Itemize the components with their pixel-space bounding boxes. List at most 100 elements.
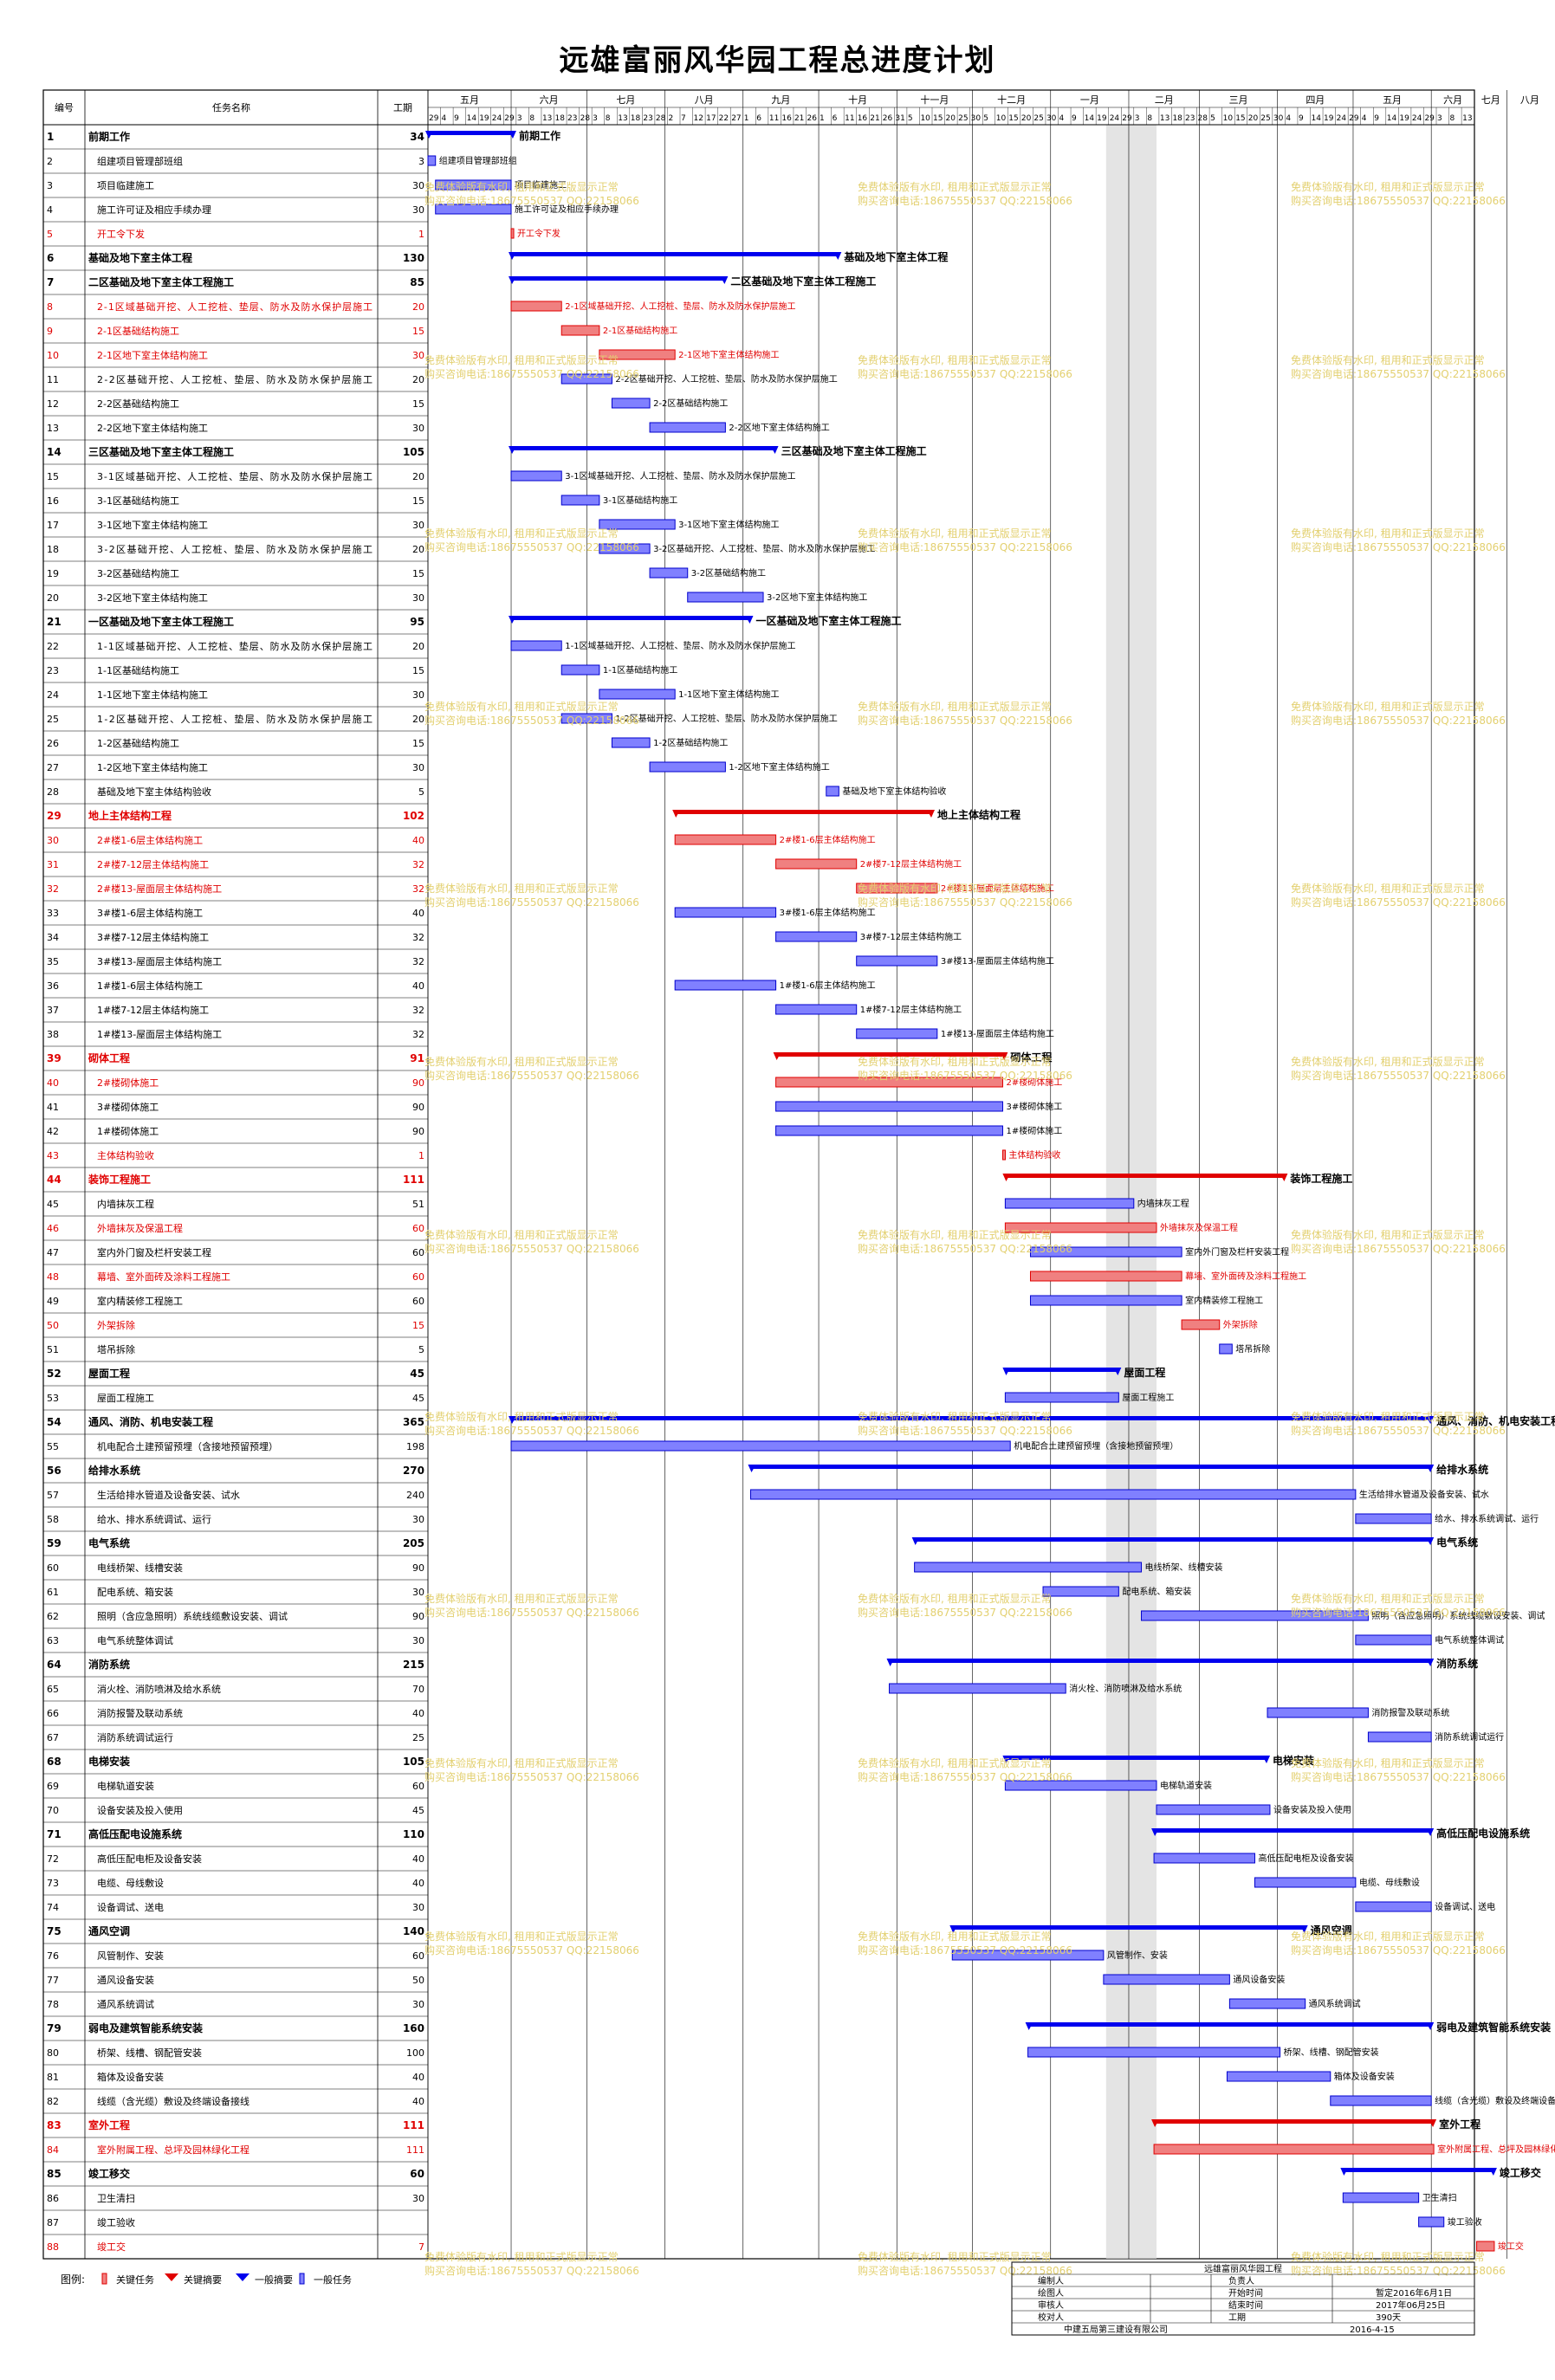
bar-label: 前期工作: [519, 129, 560, 142]
summary-end-mark: [1429, 2119, 1437, 2127]
watermark-line2: 购买咨询电话:18675550537 QQ:22158066: [424, 540, 639, 553]
task-name: 电线桥架、线槽安装: [97, 1562, 183, 1574]
month-label: 六月: [540, 94, 559, 106]
day-label: 3: [517, 114, 522, 123]
task-bar: [1004, 1198, 1135, 1209]
task-id: 75: [47, 1925, 62, 1937]
day-label: 5: [983, 114, 988, 123]
task-name: 电气系统整体调试: [97, 1634, 173, 1646]
bar-label: 室内外门窗及栏杆安装工程: [1185, 1246, 1289, 1258]
footer-date: 2016-4-15: [1350, 2325, 1395, 2335]
task-name: 施工许可证及相应手续办理: [97, 204, 211, 216]
day-label: 22: [719, 114, 729, 123]
task-name: 3-2区基础开挖、人工挖桩、垫层、防水及防水保护层施工: [97, 543, 373, 555]
task-id: 3: [47, 180, 53, 191]
footer-cell: 2017年06月25日: [1376, 2299, 1446, 2311]
task-id: 86: [47, 2193, 59, 2204]
task-id: 20: [47, 592, 59, 604]
summary-bar: [511, 446, 776, 450]
summary-bar: [750, 1465, 1432, 1469]
task-name: 2-1区地下室主体结构施工: [97, 349, 208, 361]
task-duration: 15: [412, 568, 424, 579]
bar-label: 屋面工程: [1124, 1366, 1165, 1379]
day-label: 15: [1008, 114, 1018, 123]
task-id: 10: [47, 350, 59, 361]
task-bar: [1004, 1780, 1157, 1791]
task-bar: [510, 470, 562, 482]
task-id: 29: [47, 810, 62, 822]
watermark-line1: 免费体验版有水印, 租用和正式版显示正常: [1291, 1756, 1485, 1769]
task-name: 砌体工程: [87, 1051, 130, 1064]
task-id: 1: [47, 131, 54, 143]
task-id: 67: [47, 1732, 59, 1743]
task-bar: [1355, 1513, 1432, 1524]
task-name: 前期工作: [88, 130, 130, 143]
task-duration: 30: [412, 204, 424, 216]
task-name: 2#楼7-12层主体结构施工: [97, 858, 209, 870]
task-id: 18: [47, 544, 59, 555]
bar-label: 电缆、母线敷设: [1359, 1877, 1420, 1888]
task-duration: 215: [403, 1659, 424, 1671]
task-duration: 240: [406, 1490, 424, 1501]
task-name: 3-2区基础结构施工: [97, 567, 179, 579]
task-id: 31: [47, 859, 59, 870]
task-duration: 198: [406, 1441, 424, 1452]
task-duration: 5: [418, 786, 424, 798]
summary-bar: [675, 810, 932, 814]
legend-item: 关键任务: [116, 2273, 154, 2286]
task-name: 高低压配电柜及设备安装: [97, 1853, 202, 1865]
task-bar: [611, 398, 651, 409]
task-name: 3#楼7-12层主体结构施工: [97, 931, 209, 943]
day-label: 16: [781, 114, 792, 123]
bar-label: 3-1区域基础开挖、人工挖桩、垫层、防水及防水保护层施工: [565, 470, 795, 482]
task-name: 1-1区基础结构施工: [97, 664, 179, 676]
task-name: 1#楼1-6层主体结构施工: [97, 980, 203, 992]
day-label: 8: [529, 114, 535, 123]
task-bar: [599, 519, 676, 530]
month-label: 九月: [771, 94, 790, 106]
task-bar: [775, 858, 858, 870]
day-label: 11: [845, 114, 854, 123]
task-id: 27: [47, 762, 59, 773]
bar-label: 1-2区基础结构施工: [653, 737, 728, 748]
task-name: 1-2区基础开挖、人工挖桩、垫层、防水及防水保护层施工: [97, 713, 373, 725]
summary-start-mark: [1151, 1828, 1160, 1836]
task-id: 84: [47, 2144, 59, 2156]
bar-label: 1#楼砌体施工: [1006, 1125, 1062, 1136]
watermark-line1: 免费体验版有水印, 租用和正式版显示正常: [858, 1228, 1052, 1241]
summary-end-mark: [1262, 1756, 1271, 1763]
task-bar: [510, 301, 562, 312]
task-id: 35: [47, 956, 59, 967]
task-bar: [775, 1101, 1003, 1112]
task-id: 53: [47, 1393, 59, 1404]
task-name: 室外工程: [88, 2118, 130, 2131]
task-id: 68: [47, 1756, 62, 1768]
bar-label: 主体结构验收: [1008, 1149, 1060, 1161]
task-id: 36: [47, 980, 59, 992]
month-label: 十一月: [920, 94, 949, 106]
footer-cell: 开始时间: [1228, 2287, 1263, 2299]
task-duration: 100: [406, 2047, 424, 2059]
task-bar: [510, 1440, 1011, 1452]
day-label: 29: [429, 114, 439, 123]
task-duration: 90: [412, 1611, 424, 1622]
task-bar: [856, 883, 938, 894]
task-id: 49: [47, 1296, 59, 1307]
task-duration: 90: [412, 1077, 424, 1089]
task-id: 65: [47, 1684, 59, 1695]
bar-label: 施工许可证及相应手续办理: [515, 204, 619, 215]
task-id: 7: [47, 276, 54, 288]
month-label: 四月: [1306, 94, 1325, 106]
watermark-line1: 免费体验版有水印, 租用和正式版显示正常: [858, 1055, 1052, 1068]
task-duration: 111: [403, 1174, 424, 1186]
task-name: 室外附属工程、总坪及园林绿化工程: [97, 2144, 249, 2156]
bar-label: 通风、消防、机电安装工程: [1436, 1414, 1555, 1427]
task-bar: [435, 204, 512, 215]
task-name: 室内精装修工程施工: [97, 1295, 183, 1307]
task-id: 83: [47, 2119, 62, 2131]
bar-label: 高低压配电设施系统: [1436, 1827, 1530, 1840]
watermark-line2: 购买咨询电话:18675550537 QQ:22158066: [424, 2264, 639, 2277]
task-name: 电梯轨道安装: [97, 1780, 154, 1792]
task-duration: 20: [412, 374, 424, 385]
day-label: 2: [668, 114, 673, 123]
